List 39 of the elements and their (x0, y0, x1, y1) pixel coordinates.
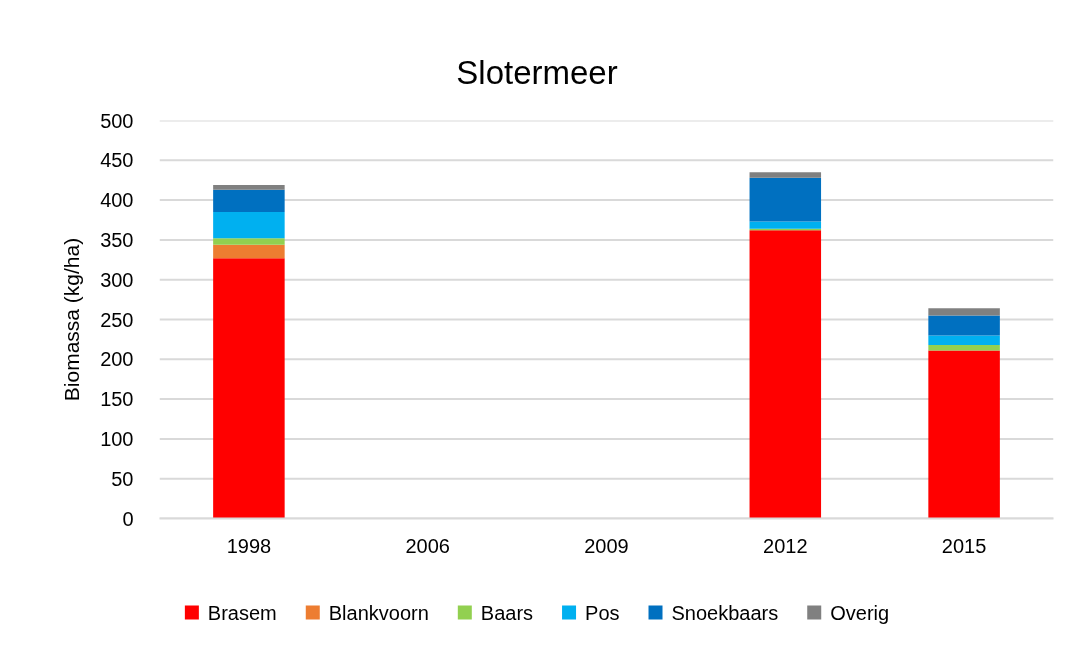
bar (928, 344, 1000, 351)
bar (928, 350, 1000, 519)
x-tick-label: 2015 (941, 534, 987, 557)
bar (213, 212, 285, 239)
bar (749, 172, 822, 178)
x-tick-label: 1998 (226, 534, 272, 557)
bar (213, 258, 285, 519)
y-tick-label: 350 (100, 228, 134, 251)
x-tick-label: 2012 (763, 534, 808, 557)
x-tick-label: 2006 (405, 534, 450, 557)
bar (213, 189, 285, 213)
legend-label: Brasem (207, 601, 277, 624)
y-tick-label: 250 (100, 308, 134, 331)
y-axis-title: Biomassa (kg/ha) (60, 237, 84, 402)
bar (928, 335, 1000, 345)
y-tick-label: 450 (100, 149, 134, 172)
y-tick-label: 0 (122, 507, 134, 530)
y-tick-label: 150 (100, 388, 134, 411)
bar (213, 244, 285, 259)
chart-title: Slotermeer (456, 53, 618, 91)
bar (928, 315, 1000, 336)
legend-label: Blankvoorn (328, 601, 429, 624)
legend-label: Pos (585, 601, 620, 624)
y-tick-label: 200 (100, 348, 134, 371)
legend-label: Snoekbaars (671, 601, 779, 624)
y-tick-label: 100 (100, 427, 134, 450)
legend-label: Baars (480, 601, 534, 624)
bar (213, 184, 285, 190)
bar (749, 221, 822, 229)
y-tick-label: 50 (111, 467, 134, 490)
y-tick-label: 300 (100, 268, 134, 291)
x-tick-label: 2009 (584, 534, 629, 557)
bar (749, 177, 822, 222)
bar (749, 230, 822, 519)
y-tick-label: 500 (100, 109, 134, 132)
bar (213, 238, 285, 245)
y-tick-label: 400 (100, 189, 134, 212)
bar (928, 308, 1000, 316)
legend-label: Overig (830, 601, 890, 624)
